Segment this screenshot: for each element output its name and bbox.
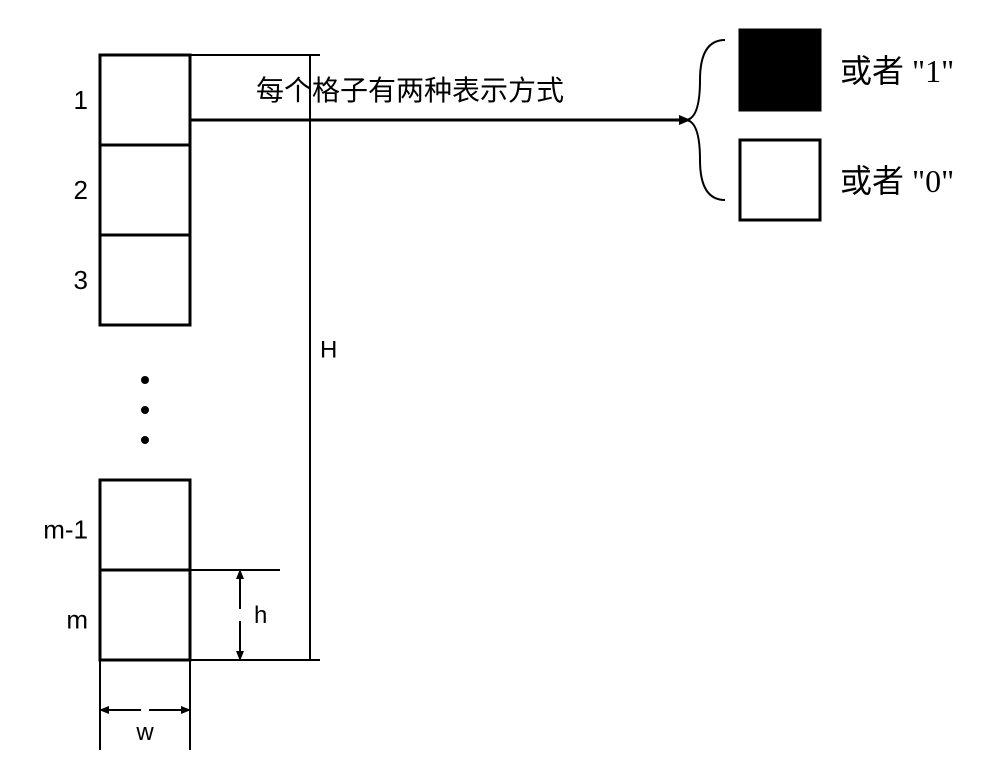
- ellipsis-dot: [141, 376, 149, 384]
- dim-H-label: H: [320, 337, 337, 364]
- cell-index-label: 2: [74, 175, 88, 205]
- brace-path: [685, 40, 725, 200]
- dim-h-label: h: [254, 602, 267, 629]
- cell-index-label: m: [66, 605, 88, 635]
- cell-index-label: 3: [74, 265, 88, 295]
- cell-index-label: 1: [74, 85, 88, 115]
- callout-arrow: 每个格子有两种表示方式: [190, 75, 690, 120]
- dim-w-label: w: [135, 719, 154, 746]
- legend-label-1: 或者 "1": [840, 53, 954, 89]
- legend: 或者 "1" 或者 "0": [740, 30, 954, 220]
- legend-label-0: 或者 "0": [840, 163, 954, 199]
- brace: [685, 40, 725, 200]
- cell-column: 1 2 3 m-1 m: [43, 55, 190, 660]
- column-cell: [100, 480, 190, 570]
- column-cell: [100, 145, 190, 235]
- callout-arrow-label: 每个格子有两种表示方式: [256, 75, 564, 107]
- column-cell: [100, 55, 190, 145]
- legend-box-0: [740, 140, 820, 220]
- legend-box-1: [740, 30, 820, 110]
- column-cell: [100, 570, 190, 660]
- ellipsis-dot: [141, 406, 149, 414]
- column-cell: [100, 235, 190, 325]
- cell-index-label: m-1: [43, 515, 88, 545]
- ellipsis-dot: [141, 436, 149, 444]
